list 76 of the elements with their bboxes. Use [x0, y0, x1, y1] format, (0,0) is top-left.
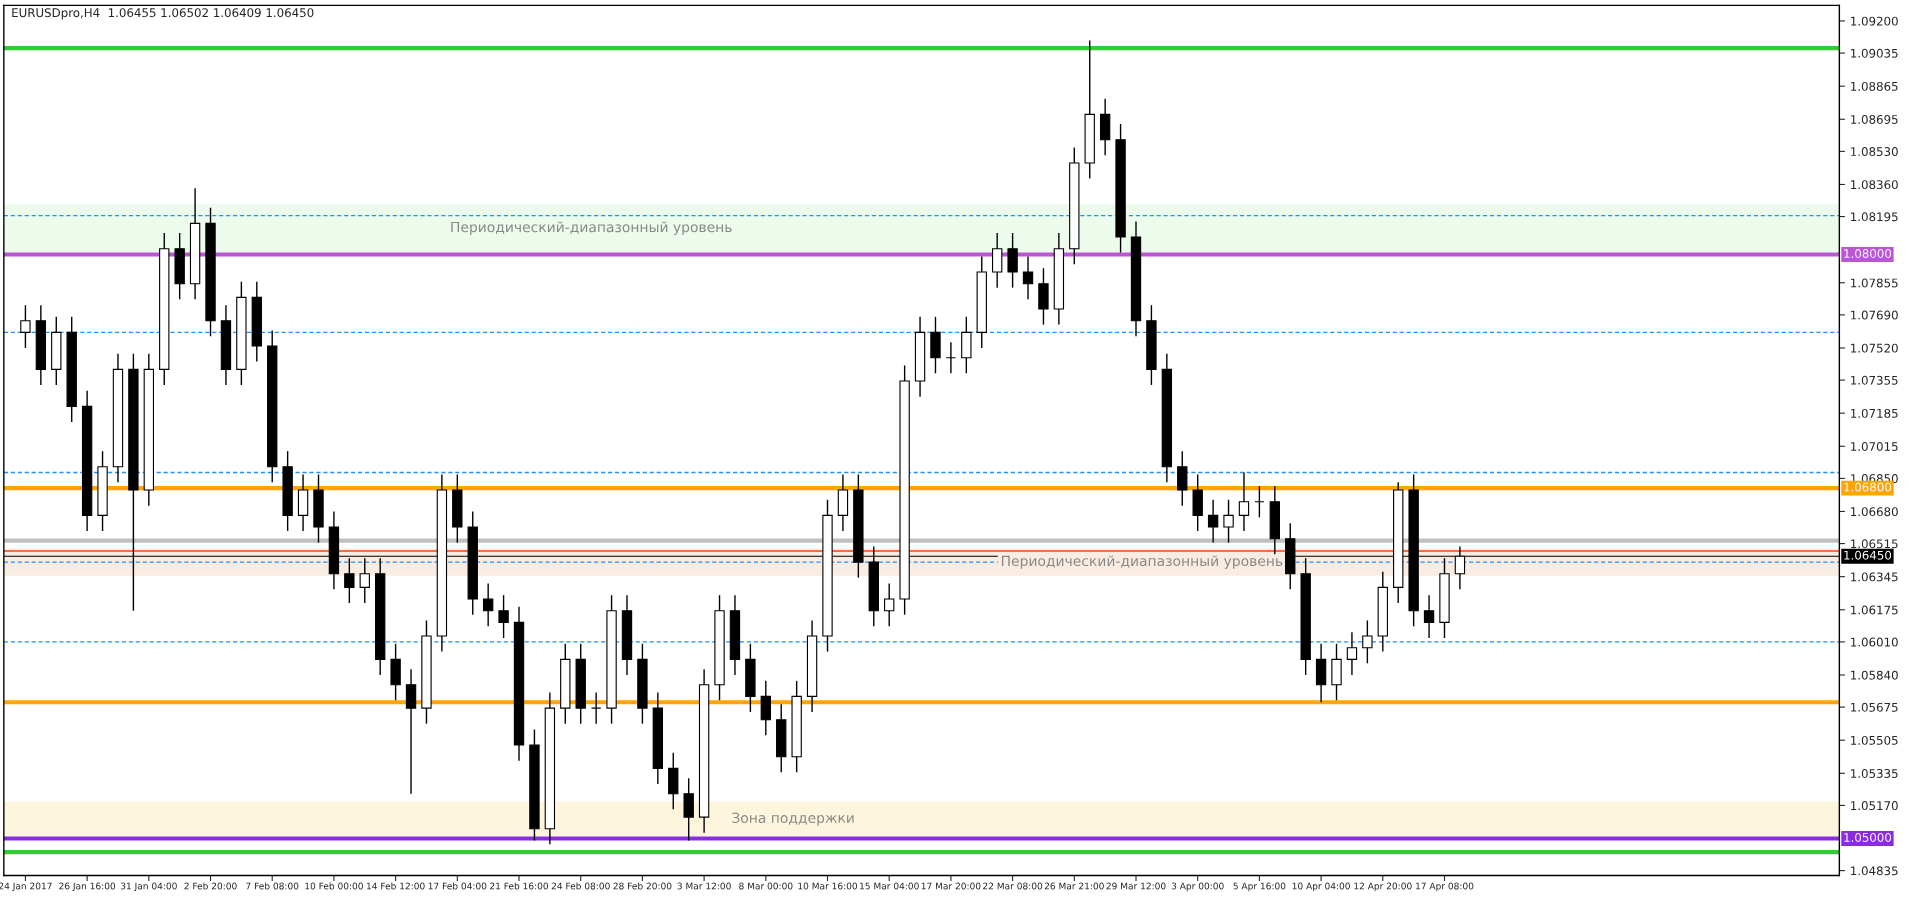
x-tick-label: 17 Mar 20:00: [921, 882, 981, 890]
x-tick-label: 22 Mar 08:00: [983, 882, 1043, 890]
candlestick: [945, 341, 957, 374]
candlestick: [1022, 255, 1034, 301]
x-tick-label: 10 Feb 00:00: [305, 882, 363, 890]
candlestick: [683, 777, 694, 842]
y-tick-label: 1.06175: [1851, 605, 1898, 615]
candlestick: [1254, 485, 1265, 519]
candlestick: [482, 582, 494, 628]
ref-line-label: 1.06800: [1844, 482, 1892, 492]
candlestick: [1238, 471, 1250, 532]
candlestick: [590, 691, 602, 725]
y-tick-label: 1.04835: [1851, 866, 1898, 876]
y-tick-label: 1.05505: [1851, 735, 1898, 745]
y-tick-label: 1.06345: [1851, 572, 1898, 582]
y-tick-label: 1.05675: [1851, 702, 1898, 712]
y-tick-label: 1.08360: [1851, 180, 1898, 190]
x-tick-label: 15 Mar 04:00: [860, 882, 919, 890]
candlestick: [760, 680, 771, 737]
x-tick-label: 14 Feb 12:00: [367, 882, 425, 890]
y-tick-label: 1.07520: [1851, 343, 1898, 353]
x-tick-label: 29 Mar 12:00: [1106, 882, 1166, 890]
x-tick-label: 12 Apr 20:00: [1354, 882, 1412, 892]
y-tick-label: 1.05335: [1851, 769, 1898, 778]
candlestick: [20, 304, 31, 349]
ref-line-label: 1.06450: [1844, 550, 1892, 560]
x-tick-label: 24 Feb 08:00: [551, 882, 610, 890]
x-tick-label: 28 Feb 20:00: [613, 882, 672, 890]
y-tick-label: 1.07855: [1851, 278, 1898, 288]
x-tick-label: 17 Apr 08:00: [1416, 882, 1474, 892]
candlestick: [1423, 594, 1435, 639]
candlestick: [1207, 499, 1219, 544]
candlestick: [1007, 232, 1018, 289]
candlestick: [884, 582, 895, 628]
candlestick: [1177, 450, 1188, 507]
x-tick-label: 24 Jan 2017: [0, 882, 52, 892]
y-tick-label: 1.05170: [1851, 801, 1898, 811]
candlestick: [1346, 631, 1358, 676]
candlestick: [1362, 619, 1373, 664]
x-tick-label: 10 Mar 16:00: [798, 882, 858, 890]
x-tick-label: 26 Mar 21:00: [1044, 882, 1104, 890]
x-tick-label: 7 Feb 08:00: [246, 882, 299, 890]
x-tick-label: 2 Feb 20:00: [184, 882, 237, 890]
band-label: Периодический-диапазонный уровень: [1001, 555, 1283, 569]
y-tick-label: 1.06010: [1851, 637, 1898, 647]
y-tick-label: 1.06680: [1851, 507, 1898, 517]
band-label: Периодический-диапазонный уровень: [451, 221, 732, 235]
y-tick-label: 1.07185: [1851, 408, 1898, 418]
y-tick-label: 1.09035: [1851, 48, 1898, 58]
candlestick: [405, 668, 417, 795]
x-tick-label: 21 Feb 16:00: [490, 882, 549, 890]
y-tick-label: 1.07690: [1851, 310, 1898, 320]
y-tick-label: 1.06515: [1851, 539, 1898, 549]
band-label: Зона поддержки: [732, 812, 854, 826]
y-tick-label: 1.08530: [1851, 147, 1898, 157]
y-tick-label: 1.07355: [1851, 375, 1898, 385]
y-tick-label: 1.08695: [1851, 114, 1898, 124]
y-tick-label: 1.07015: [1851, 441, 1898, 451]
y-tick-label: 1.08195: [1851, 212, 1898, 222]
y-tick-label: 1.08865: [1851, 81, 1898, 91]
candlestick: [991, 232, 1003, 289]
x-tick-label: 26 Jan 16:00: [59, 882, 116, 892]
x-tick-label: 5 Apr 16:00: [1233, 882, 1286, 892]
ref-line-label: 1.08000: [1844, 249, 1892, 258]
x-tick-label: 8 Mar 00:00: [739, 882, 793, 890]
x-tick-label: 31 Jan 04:00: [120, 882, 177, 892]
chart-title: EURUSDpro,H4 1.06455 1.06502 1.06409 1.06450: [12, 8, 314, 20]
x-tick-label: 10 Apr 04:00: [1292, 882, 1350, 892]
candlestick: [498, 594, 509, 639]
x-tick-label: 3 Apr 00:00: [1171, 882, 1224, 892]
y-tick-label: 1.05840: [1851, 670, 1898, 680]
candlestick: [1223, 499, 1234, 544]
ref-line-label: 1.05000: [1844, 832, 1892, 842]
y-tick-label: 1.09200: [1851, 16, 1898, 26]
x-tick-label: 17 Feb 04:00: [428, 882, 487, 890]
x-tick-label: 3 Mar 12:00: [677, 882, 731, 890]
